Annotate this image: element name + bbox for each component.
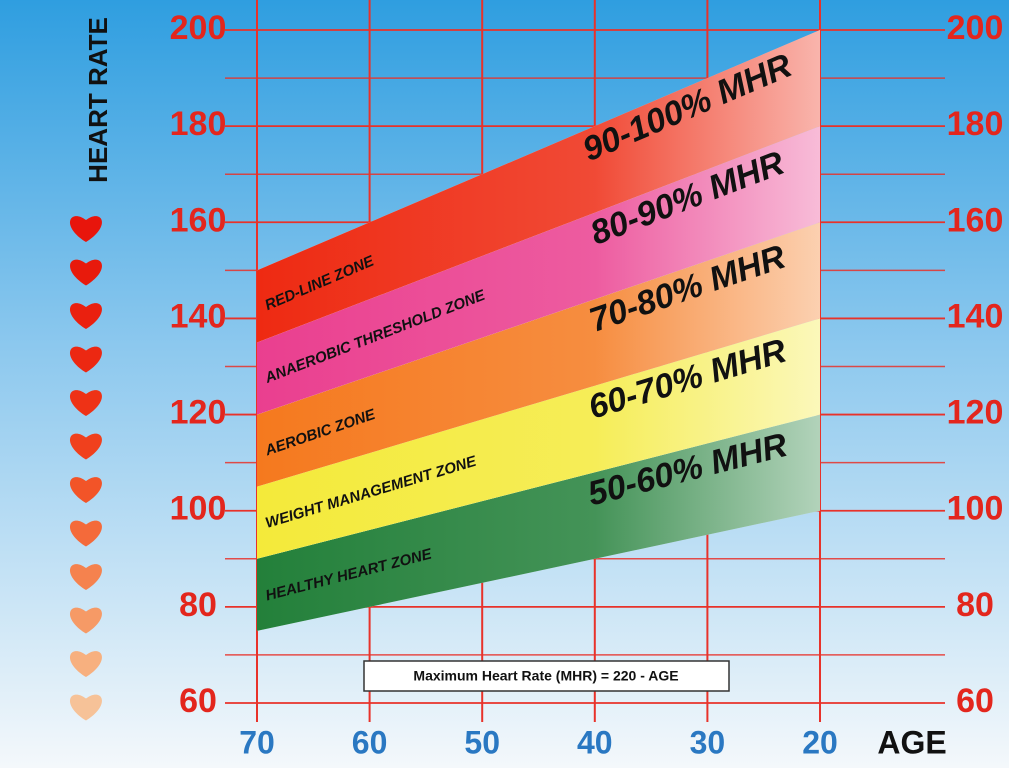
x-axis-label: AGE — [877, 724, 946, 760]
y-tick-label: 80 — [956, 586, 994, 624]
y-tick-label: 120 — [170, 394, 227, 432]
y-tick-label: 200 — [170, 9, 227, 47]
heart-icon — [70, 303, 102, 329]
heart-icon — [70, 477, 102, 503]
zone-band — [257, 126, 820, 415]
y-tick-label: 160 — [947, 201, 1004, 239]
heart-icon — [70, 607, 102, 634]
heart-icon — [70, 564, 102, 590]
x-tick-label: 40 — [577, 724, 613, 760]
y-tick-label: 140 — [947, 297, 1004, 335]
y-tick-label: 80 — [179, 586, 217, 624]
y-tick-label: 60 — [956, 682, 994, 720]
y-tick-label: 140 — [170, 297, 227, 335]
zone-band — [257, 414, 820, 631]
heart-icon — [70, 651, 102, 677]
zone-band — [257, 30, 820, 343]
y-tick-label: 100 — [947, 490, 1004, 528]
y-tick-label: 180 — [947, 105, 1004, 143]
zone-band — [257, 318, 820, 559]
y-tick-label: 60 — [179, 682, 217, 720]
y-tick-label: 100 — [170, 490, 227, 528]
heart-icon — [70, 390, 102, 416]
x-tick-label: 20 — [802, 724, 838, 760]
formula-box — [363, 660, 730, 692]
heart-icon — [70, 259, 102, 286]
heart-icon — [70, 216, 102, 242]
y-tick-label: 200 — [947, 9, 1004, 47]
y-tick-label: 120 — [947, 394, 1004, 432]
bands — [257, 30, 820, 631]
y-tick-label: 160 — [170, 201, 227, 239]
heart-icon — [70, 694, 102, 721]
formula: Maximum Heart Rate (MHR) = 220 - AGE — [413, 668, 678, 684]
x-tick-label: 50 — [464, 724, 500, 760]
heart-icon — [70, 433, 102, 460]
x-tick-label: 70 — [239, 724, 275, 760]
heart-icon — [70, 520, 102, 547]
heart-icon — [70, 346, 102, 373]
x-tick-label: 30 — [690, 724, 726, 760]
x-tick-label: 60 — [352, 724, 388, 760]
zone-band — [257, 222, 820, 487]
y-tick-label: 180 — [170, 105, 227, 143]
y-axis-label: HEART RATE — [83, 17, 113, 183]
